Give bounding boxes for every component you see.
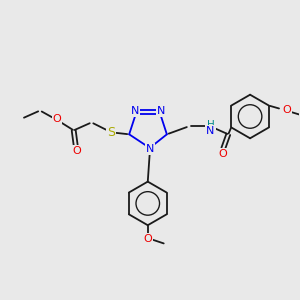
Text: N: N xyxy=(146,144,154,154)
Text: H: H xyxy=(207,120,214,130)
Text: O: O xyxy=(218,149,227,159)
Text: O: O xyxy=(72,146,81,156)
Text: S: S xyxy=(107,126,115,139)
Text: O: O xyxy=(52,115,61,124)
Text: O: O xyxy=(143,234,152,244)
Text: O: O xyxy=(282,105,291,115)
Text: N: N xyxy=(206,126,214,136)
Text: N: N xyxy=(157,106,165,116)
Text: N: N xyxy=(131,106,140,116)
